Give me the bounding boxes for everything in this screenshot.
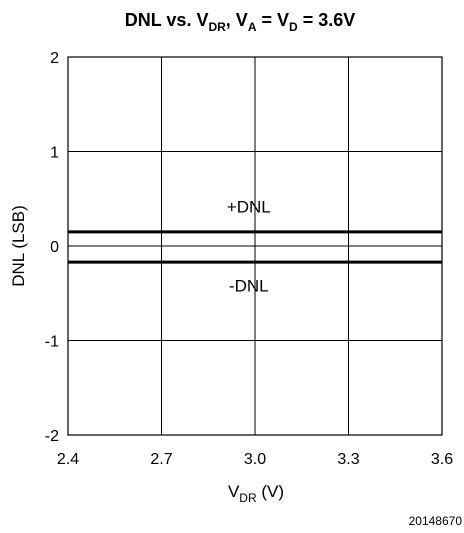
title-mid: , V [226, 10, 248, 30]
y-axis-label: DNL (LSB) [9, 205, 28, 287]
title-sub-d: D [289, 20, 298, 34]
title-sub-dr: DR [208, 20, 226, 34]
x-label-main: V [228, 482, 240, 501]
y-tick-label: 0 [50, 239, 59, 256]
x-axis-label: VDR (V) [228, 482, 284, 505]
y-tick-label: 2 [50, 50, 59, 67]
title-mid2: = V [256, 10, 289, 30]
y-tick-label: -1 [45, 334, 59, 351]
x-tick-label: 3.3 [337, 451, 359, 468]
title-end: = 3.6V [298, 10, 356, 30]
x-tick-label: 3.0 [244, 451, 266, 468]
y-tick-labels: -2 -1 0 1 2 [45, 50, 59, 445]
y-tick-label: 1 [50, 145, 59, 162]
title-main: DNL vs. V [125, 10, 209, 30]
x-label-unit: (V) [257, 482, 284, 501]
x-tick-labels: 2.4 2.7 3.0 3.3 3.6 [57, 451, 453, 468]
chart-title: DNL vs. VDR, VA = VD = 3.6V [125, 10, 355, 34]
x-tick-label: 2.7 [150, 451, 172, 468]
series-annotation: -DNL [229, 277, 269, 296]
x-tick-label: 3.6 [431, 451, 453, 468]
x-tick-label: 2.4 [57, 451, 79, 468]
figure-id: 20148670 [409, 514, 463, 528]
x-label-sub: DR [239, 491, 257, 505]
grid [68, 57, 442, 435]
title-sub-a: A [248, 20, 257, 34]
y-tick-label: -2 [45, 428, 59, 445]
series-annotation: +DNL [227, 197, 271, 216]
